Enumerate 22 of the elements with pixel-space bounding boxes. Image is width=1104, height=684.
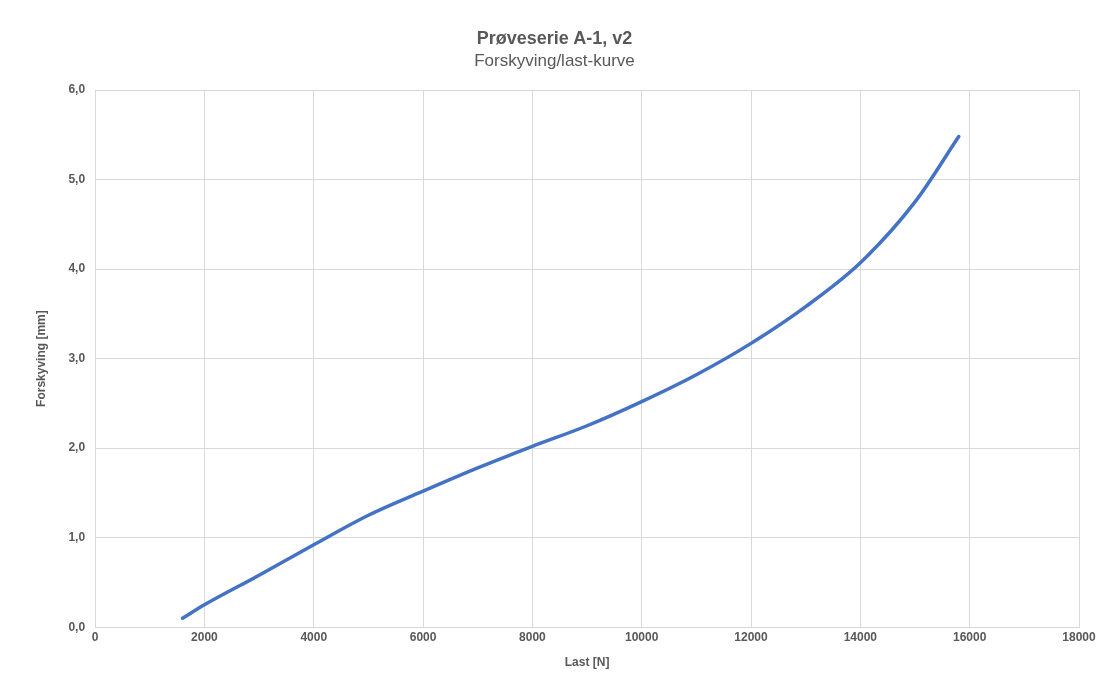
x-tick-label: 18000 [1062, 629, 1097, 644]
y-tick-label: 0,0 [68, 619, 86, 634]
x-tick-label: 0 [91, 629, 99, 644]
x-tick-label: 10000 [625, 629, 659, 644]
x-tick-label: 12000 [734, 629, 769, 644]
chart-title: Prøveserie A-1, v2 [476, 27, 633, 48]
x-tick-label: 8000 [519, 629, 547, 644]
y-tick-label: 4,0 [68, 261, 86, 276]
x-tick-label: 14000 [843, 629, 878, 644]
line-series [180, 134, 961, 620]
y-tick-label: 6,0 [68, 82, 86, 97]
y-tick-label: 1,0 [68, 529, 86, 544]
y-tick-label: 2,0 [68, 440, 86, 455]
y-axis-title: Forskyving [mm] [33, 310, 48, 407]
x-tick-label: 4000 [300, 629, 328, 644]
x-tick-label: 2000 [191, 629, 219, 644]
chart-subtitle: Forskyving/last-kurve [474, 51, 635, 71]
x-tick-label: 6000 [409, 629, 437, 644]
x-tick-label: 16000 [952, 629, 987, 644]
y-tick-label: 5,0 [68, 171, 86, 186]
y-tick-label: 3,0 [68, 350, 86, 365]
x-axis-title: Last [N] [564, 655, 610, 670]
